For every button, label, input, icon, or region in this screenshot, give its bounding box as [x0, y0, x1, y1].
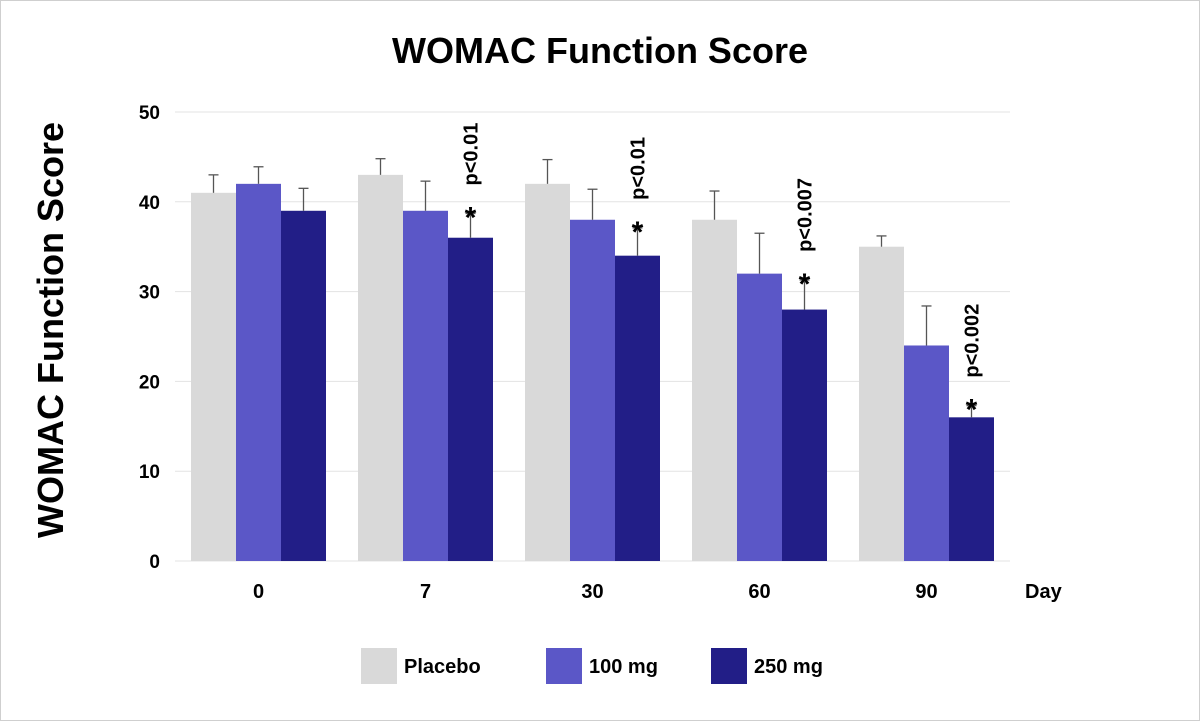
chart-title: WOMAC Function Score — [392, 30, 808, 71]
p-value-label: p<0.01 — [461, 123, 483, 186]
x-axis-label: Day — [1025, 581, 1063, 603]
significance-annotations: * p<0.01 * p<0.01 * p<0.007 * p<0.002 — [461, 123, 984, 427]
bar — [782, 309, 827, 561]
bar — [281, 210, 326, 561]
legend: Placebo 100 mg 250 mg — [361, 648, 823, 684]
y-axis-label: WOMAC Function Score — [30, 122, 71, 538]
y-tick-label: 40 — [139, 193, 160, 214]
p-value-label: p<0.002 — [962, 304, 984, 378]
bar — [859, 246, 904, 561]
bar — [949, 417, 994, 561]
y-tick-label: 0 — [149, 552, 160, 573]
legend-swatch — [711, 648, 747, 684]
bar — [236, 183, 281, 561]
p-value-label: p<0.007 — [795, 178, 817, 252]
bar — [448, 237, 493, 561]
x-tick-label: 60 — [748, 581, 770, 603]
bar — [191, 192, 236, 561]
bar — [525, 183, 570, 561]
p-value-label: p<0.01 — [628, 137, 650, 200]
significance-star: * — [799, 268, 811, 301]
y-tick-label: 30 — [139, 283, 160, 304]
bar — [358, 174, 403, 562]
legend-swatch — [361, 648, 397, 684]
bar — [403, 210, 448, 561]
significance-star: * — [465, 201, 477, 234]
y-tick-label: 20 — [139, 372, 160, 393]
significance-star: * — [966, 394, 978, 427]
bar — [615, 255, 660, 561]
x-tick-label: 90 — [915, 581, 937, 603]
x-tick-label: 30 — [581, 581, 603, 603]
bar — [692, 219, 737, 561]
legend-swatch — [546, 648, 582, 684]
bar — [737, 273, 782, 561]
y-tick-label: 10 — [139, 462, 160, 483]
legend-label: 100 mg — [589, 656, 658, 678]
legend-label: 250 mg — [754, 656, 823, 678]
legend-label: Placebo — [404, 656, 481, 678]
bar — [570, 219, 615, 561]
y-axis-ticks: 0 10 20 30 40 50 — [139, 103, 160, 573]
x-tick-label: 0 — [253, 581, 264, 603]
bar — [904, 345, 949, 561]
significance-star: * — [632, 216, 644, 249]
error-bars — [208, 158, 977, 418]
y-tick-label: 50 — [139, 103, 160, 124]
x-tick-label: 7 — [420, 581, 431, 603]
bars — [191, 174, 994, 562]
x-axis-ticks: 0 7 30 60 90 — [253, 581, 938, 603]
